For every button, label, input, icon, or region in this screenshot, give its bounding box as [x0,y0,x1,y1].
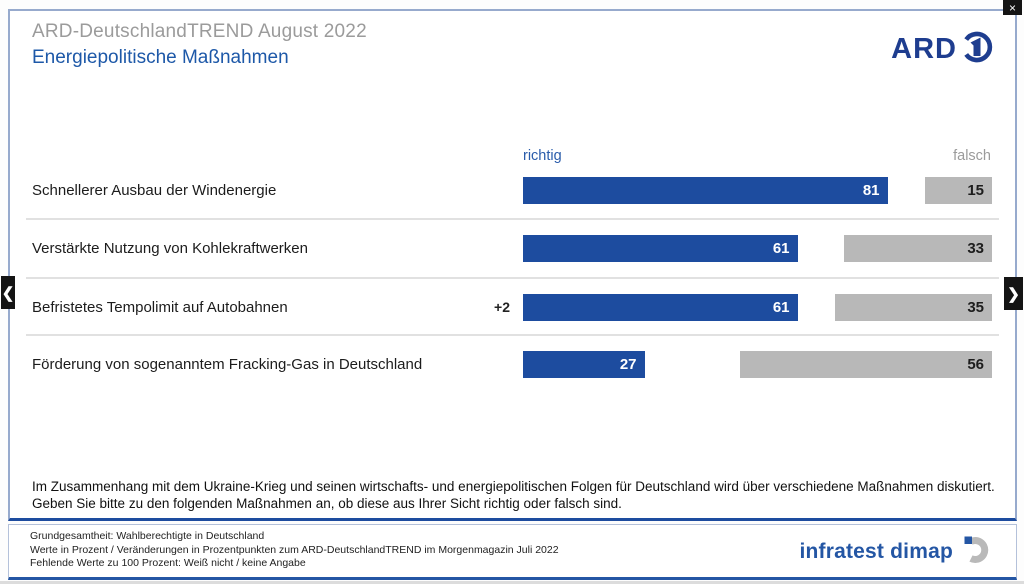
bar-falsch: 35 [834,294,992,321]
bar-falsch: 15 [924,177,992,204]
footer-panel: Grundgesamtheit: Wahlberechtigte in Deut… [8,524,1017,580]
ard-logo-text: ARD [891,33,957,65]
bar-falsch-value: 56 [967,356,984,373]
bar-richtig: 27 [523,351,645,378]
infratest-dimap-logo-text: infratest dimap [799,539,953,563]
chart-row: Befristetes Tempolimit auf Autobahnen +2… [10,294,1015,321]
bar-falsch-value: 33 [967,240,984,257]
prev-slide-button[interactable]: ❮ [1,276,15,309]
column-label-richtig: richtig [523,148,562,164]
note-line: Fehlende Werte zu 100 Prozent: Weiß nich… [30,557,306,569]
row-label: Befristetes Tempolimit auf Autobahnen [32,299,288,316]
survey-question-text: Im Zusammenhang mit dem Ukraine-Krieg un… [32,479,995,511]
bar-falsch-value: 35 [967,299,984,316]
ard-one-circle-icon [959,29,995,70]
bar-falsch: 56 [740,351,992,378]
note-line: Werte in Prozent / Veränderungen in Proz… [30,543,559,556]
bar-richtig-value: 61 [772,299,790,316]
ard-logo: ARD [891,29,995,70]
methodology-notes: Grundgesamtheit: Wahlberechtigte in Deut… [30,530,559,571]
row-divider [26,334,999,336]
bar-falsch: 33 [843,235,992,262]
close-button[interactable]: × [1003,0,1022,15]
row-label: Verstärkte Nutzung von Kohlekraftwerken [32,240,308,257]
row-change-annotation: +2 [494,299,510,315]
bar-richtig-value: 27 [619,356,637,373]
bar-richtig-value: 81 [862,182,880,199]
bar-richtig: 61 [523,235,798,262]
note-line: Grundgesamtheit: Wahlberechtigte in Deut… [30,530,265,542]
row-divider [26,218,999,220]
chart-panel: ARD-DeutschlandTREND August 2022 Energie… [8,9,1017,521]
bar-falsch-value: 15 [967,182,984,199]
bar-richtig: 61 [523,294,798,321]
column-label-falsch: falsch [953,148,991,164]
row-label: Schnellerer Ausbau der Windenergie [32,182,277,199]
bottom-edge-strip [0,581,1024,584]
chart-row: Schnellerer Ausbau der Windenergie 81 15 [10,177,1015,204]
bar-richtig: 81 [523,177,888,204]
chart-row: Förderung von sogenanntem Fracking-Gas i… [10,351,1015,378]
infratest-dimap-d-icon [961,534,991,569]
infratest-dimap-logo: infratest dimap [799,534,991,569]
page-title: ARD-DeutschlandTREND August 2022 [32,21,367,42]
chart-row: Verstärkte Nutzung von Kohlekraftwerken … [10,235,1015,262]
row-divider [26,277,999,279]
chart-subtitle: Energiepolitische Maßnahmen [32,47,289,68]
next-slide-button[interactable]: ❯ [1004,277,1023,310]
row-label: Förderung von sogenanntem Fracking-Gas i… [32,356,423,373]
bar-richtig-value: 61 [772,240,790,257]
